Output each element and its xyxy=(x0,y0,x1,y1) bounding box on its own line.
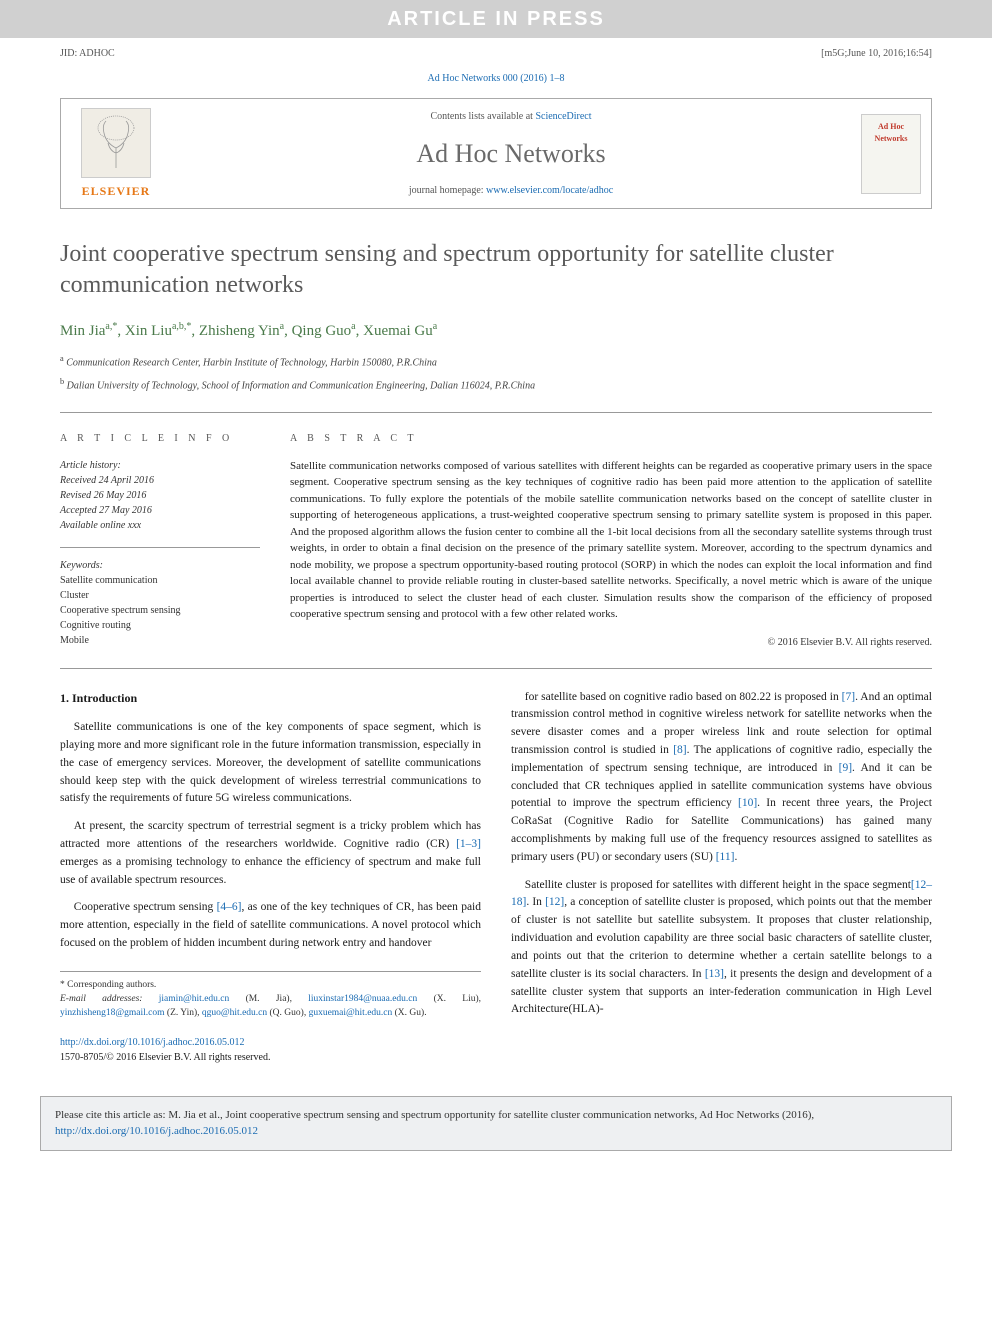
intro-heading: 1. Introduction xyxy=(60,689,481,708)
article-info-col: A R T I C L E I N F O Article history: R… xyxy=(60,431,260,650)
divider xyxy=(60,668,932,669)
email-link[interactable]: liuxinstar1984@nuaa.edu.cn xyxy=(308,994,417,1004)
history-accepted: Accepted 27 May 2016 xyxy=(60,503,260,518)
sciencedirect-link[interactable]: ScienceDirect xyxy=(535,111,591,122)
abstract-label: A B S T R A C T xyxy=(290,431,932,446)
article-info-label: A R T I C L E I N F O xyxy=(60,431,260,446)
divider xyxy=(60,412,932,413)
body-paragraph: Satellite communications is one of the k… xyxy=(60,719,481,808)
email-link[interactable]: jiamin@hit.edu.cn xyxy=(159,994,230,1004)
copyright-line: © 2016 Elsevier B.V. All rights reserved… xyxy=(290,635,932,650)
doi-block: http://dx.doi.org/10.1016/j.adhoc.2016.0… xyxy=(60,1035,481,1066)
homepage-line: journal homepage: www.elsevier.com/locat… xyxy=(171,183,851,198)
cover-thumbnail: Ad Hoc Networks xyxy=(851,99,931,208)
journal-header-box: ELSEVIER Contents lists available at Sci… xyxy=(60,98,932,209)
history-label: Article history: xyxy=(60,458,260,473)
article-history: Article history: Received 24 April 2016 … xyxy=(60,458,260,533)
top-meta: JID: ADHOC [m5G;June 10, 2016;16:54] xyxy=(60,46,932,61)
history-received: Received 24 April 2016 xyxy=(60,473,260,488)
body-paragraph: for satellite based on cognitive radio b… xyxy=(511,689,932,867)
ref-link[interactable]: [1–3] xyxy=(456,838,481,850)
doi-link[interactable]: http://dx.doi.org/10.1016/j.adhoc.2016.0… xyxy=(60,1037,245,1048)
body-col-right: for satellite based on cognitive radio b… xyxy=(511,689,932,1066)
author-list: Min Jiaa,*, Xin Liua,b,*, Zhisheng Yina,… xyxy=(60,319,932,343)
ref-link[interactable]: [7] xyxy=(842,691,855,703)
footnotes: * Corresponding authors. E-mail addresse… xyxy=(60,971,481,1021)
keyword-item: Satellite communication xyxy=(60,573,260,588)
build-stamp: [m5G;June 10, 2016;16:54] xyxy=(821,46,932,61)
history-revised: Revised 26 May 2016 xyxy=(60,488,260,503)
keyword-item: Cluster xyxy=(60,588,260,603)
body-paragraph: At present, the scarcity spectrum of ter… xyxy=(60,818,481,889)
keyword-item: Cooperative spectrum sensing xyxy=(60,603,260,618)
body-columns: 1. Introduction Satellite communications… xyxy=(60,689,932,1066)
email-link[interactable]: yinzhisheng18@gmail.com xyxy=(60,1008,165,1018)
elsevier-label: ELSEVIER xyxy=(82,182,151,200)
watermark-bar: ARTICLE IN PRESS xyxy=(0,0,992,38)
ref-link[interactable]: [8] xyxy=(673,744,686,756)
homepage-link[interactable]: www.elsevier.com/locate/adhoc xyxy=(486,185,613,196)
corresponding-note: * Corresponding authors. xyxy=(60,978,481,992)
homepage-prefix: journal homepage: xyxy=(409,185,486,196)
body-paragraph: Satellite cluster is proposed for satell… xyxy=(511,877,932,1020)
divider xyxy=(60,547,260,548)
ref-link[interactable]: [11] xyxy=(716,851,735,863)
contents-line: Contents lists available at ScienceDirec… xyxy=(171,109,851,124)
email-addresses: E-mail addresses: jiamin@hit.edu.cn (M. … xyxy=(60,992,481,1021)
abstract-text: Satellite communication networks compose… xyxy=(290,458,932,623)
cite-doi-link[interactable]: http://dx.doi.org/10.1016/j.adhoc.2016.0… xyxy=(55,1125,258,1137)
header-center: Contents lists available at ScienceDirec… xyxy=(171,99,851,208)
cover-title: Ad Hoc Networks xyxy=(862,121,920,145)
keywords-label: Keywords: xyxy=(60,558,260,573)
journal-name: Ad Hoc Networks xyxy=(171,134,851,173)
journal-reference: Ad Hoc Networks 000 (2016) 1–8 xyxy=(60,71,932,86)
citation-box: Please cite this article as: M. Jia et a… xyxy=(40,1096,952,1151)
ref-link[interactable]: [12] xyxy=(545,896,564,908)
ref-link[interactable]: [9] xyxy=(839,762,852,774)
email-link[interactable]: qguo@hit.edu.cn xyxy=(202,1008,267,1018)
cover-image: Ad Hoc Networks xyxy=(861,114,921,194)
issn-copyright: 1570-8705/© 2016 Elsevier B.V. All right… xyxy=(60,1052,270,1063)
article-title: Joint cooperative spectrum sensing and s… xyxy=(60,239,932,301)
elsevier-tree-icon xyxy=(81,108,151,178)
journal-ref-link[interactable]: Ad Hoc Networks 000 (2016) 1–8 xyxy=(428,73,565,84)
affiliation: b Dalian University of Technology, Schoo… xyxy=(60,376,932,393)
ref-link[interactable]: [4–6] xyxy=(217,901,242,913)
email-link[interactable]: guxuemai@hit.edu.cn xyxy=(309,1008,393,1018)
keywords-block: Keywords: Satellite communicationCluster… xyxy=(60,558,260,648)
info-abstract-row: A R T I C L E I N F O Article history: R… xyxy=(60,431,932,650)
history-online: Available online xxx xyxy=(60,518,260,533)
ref-link[interactable]: [12–18] xyxy=(511,879,932,909)
keyword-item: Cognitive routing xyxy=(60,618,260,633)
elsevier-logo: ELSEVIER xyxy=(61,99,171,208)
abstract-col: A B S T R A C T Satellite communication … xyxy=(290,431,932,650)
jid-label: JID: ADHOC xyxy=(60,46,115,61)
cite-text: Please cite this article as: M. Jia et a… xyxy=(55,1109,814,1121)
keyword-item: Mobile xyxy=(60,633,260,648)
body-col-left: 1. Introduction Satellite communications… xyxy=(60,689,481,1066)
affiliation: a Communication Research Center, Harbin … xyxy=(60,353,932,370)
ref-link[interactable]: [10] xyxy=(738,797,757,809)
body-paragraph: Cooperative spectrum sensing [4–6], as o… xyxy=(60,899,481,952)
contents-prefix: Contents lists available at xyxy=(430,111,535,122)
ref-link[interactable]: [13] xyxy=(705,968,724,980)
